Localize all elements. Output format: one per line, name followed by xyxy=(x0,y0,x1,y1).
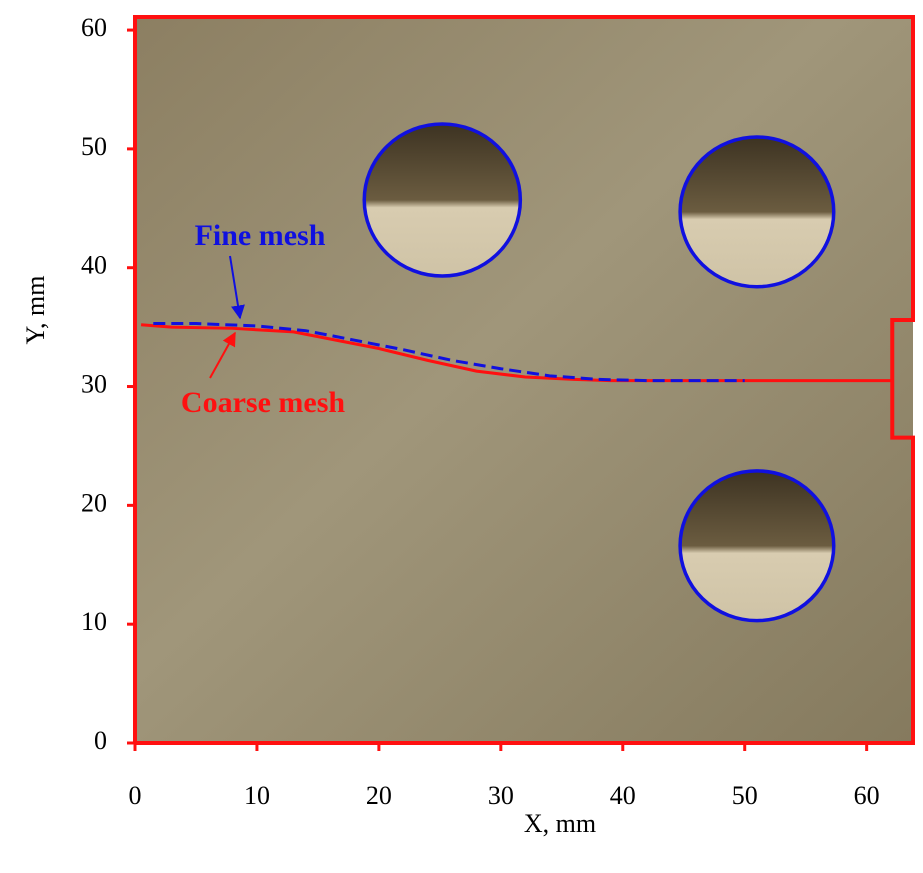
y-tick-label: 0 xyxy=(94,726,107,755)
y-tick-label: 20 xyxy=(81,488,107,517)
hole xyxy=(364,124,520,276)
x-tick-label: 10 xyxy=(244,781,270,810)
x-tick-label: 40 xyxy=(610,781,636,810)
series-label: Coarse mesh xyxy=(181,386,345,419)
chart: X, mm Y, mm Fine mesh Coarse mesh 0 10 20 3… xyxy=(0,0,923,873)
x-tick-label: 0 xyxy=(129,781,142,810)
y-tick-label: 40 xyxy=(81,251,107,280)
y-tick-label: 60 xyxy=(81,13,107,42)
hole xyxy=(680,471,834,621)
series-label: Fine mesh xyxy=(195,219,326,252)
hole xyxy=(680,137,834,287)
y-tick-label: 50 xyxy=(81,132,107,161)
x-tick-label: 60 xyxy=(854,781,880,810)
y-tick-label: 10 xyxy=(81,607,107,636)
y-tick-label: 30 xyxy=(81,370,107,399)
x-tick-label: 50 xyxy=(732,781,758,810)
x-tick-label: 20 xyxy=(366,781,392,810)
y-axis-label: Y, mm xyxy=(21,276,50,345)
x-axis-label: X, mm xyxy=(524,809,596,838)
x-tick-label: 30 xyxy=(488,781,514,810)
